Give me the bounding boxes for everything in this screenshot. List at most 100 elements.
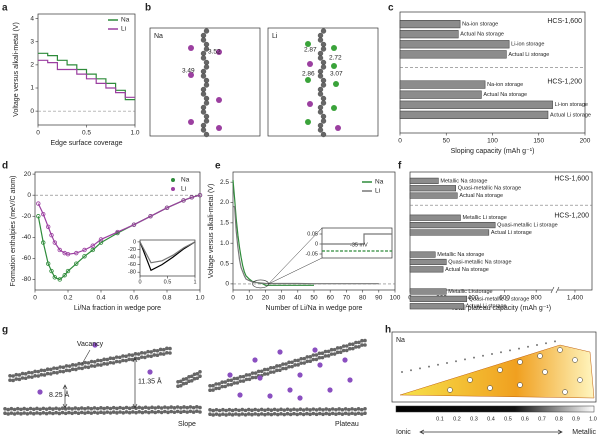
carbon-atom — [244, 373, 249, 377]
bar-label: Metallic Li storage — [448, 289, 492, 295]
plot-frame — [321, 227, 393, 259]
group-label: HCS-1,600 — [554, 175, 589, 182]
carbon-atom — [25, 407, 30, 412]
gap-label: 8.25 Å — [49, 390, 70, 399]
carbon-atom — [232, 381, 237, 385]
carbon-atom — [343, 411, 348, 416]
model-label: Slope — [178, 421, 196, 428]
carbon-atom — [200, 50, 207, 57]
carbon-atom — [158, 347, 163, 352]
y-tick-label: -40 — [128, 255, 136, 261]
carbon-atom — [86, 365, 91, 370]
carbon-atom — [99, 358, 103, 363]
carbon-atom — [317, 68, 324, 75]
carbon-atom — [246, 407, 251, 412]
carbon-atom — [243, 408, 248, 413]
carbon-atom — [298, 407, 303, 412]
carbon-atom — [111, 405, 116, 410]
bar-label: Actual Na storage — [483, 92, 527, 98]
carbon-atom — [149, 350, 153, 354]
x-tick-label: 600 — [499, 295, 510, 302]
carbon-atom — [17, 373, 22, 377]
data-point — [82, 247, 87, 253]
metal-atom — [331, 105, 337, 111]
carbon-atom — [133, 352, 138, 356]
carbon-atom — [326, 349, 331, 354]
bar-label: Metallic Li storage — [462, 215, 506, 221]
site-marker — [517, 359, 523, 365]
carbon-atom — [19, 407, 23, 412]
carbon-atom — [250, 371, 255, 375]
carbon-atom — [15, 411, 20, 415]
carbon-atom — [23, 376, 28, 381]
carbon-atom — [334, 412, 338, 416]
carbon-atom — [76, 411, 81, 416]
carbon-atom — [163, 409, 167, 414]
carbon-atom — [166, 410, 170, 415]
carbon-atom — [320, 59, 327, 66]
carbon-atom — [179, 410, 183, 414]
bar-label: Na-ion storage — [462, 22, 498, 28]
bar — [399, 110, 549, 119]
metal-atom — [277, 349, 283, 355]
carbon-atom — [240, 407, 245, 412]
carbon-atom — [121, 406, 126, 411]
carbon-atom — [259, 369, 264, 374]
carbon-atom — [19, 412, 23, 416]
carbon-atom — [131, 405, 135, 410]
y-tick-label: -40 — [22, 234, 32, 241]
carbon-atom — [256, 408, 261, 413]
carbon-atom — [127, 410, 132, 415]
data-point — [57, 247, 62, 253]
carbon-atom — [250, 412, 254, 417]
x-tick-label: 1 — [193, 279, 196, 285]
carbon-atom — [61, 365, 66, 370]
bar — [409, 177, 439, 184]
panel-label: c — [388, 3, 394, 14]
carbon-atom — [214, 382, 218, 386]
carbon-atom — [301, 412, 306, 417]
carbon-atom — [67, 368, 72, 373]
carbon-atom — [311, 411, 316, 416]
carbon-atom — [240, 412, 245, 416]
data-line — [233, 206, 379, 285]
grid-dot — [455, 360, 457, 363]
carbon-atom — [360, 343, 364, 347]
x-tick-label: 10 — [246, 295, 254, 302]
carbon-atom — [359, 407, 364, 412]
bar — [409, 251, 436, 258]
carbon-atom — [114, 359, 119, 364]
carbon-atom — [92, 364, 97, 368]
carbon-atom — [208, 384, 212, 388]
data-point — [49, 268, 54, 274]
carbon-atom — [320, 95, 327, 102]
carbon-atom — [203, 64, 210, 70]
carbon-atom — [317, 73, 324, 79]
carbon-atom — [301, 408, 306, 412]
carbon-atom — [169, 409, 174, 414]
carbon-atom — [149, 354, 153, 359]
carbon-atom — [363, 343, 367, 347]
x-tick-label: 1.0 — [195, 295, 204, 302]
carbon-atom — [269, 408, 274, 413]
grid-dot — [446, 362, 448, 364]
carbon-atom — [105, 362, 110, 366]
bar-label: Metallic Na storage — [440, 178, 487, 184]
metal-atom — [257, 375, 263, 381]
data-line — [139, 241, 196, 272]
carbon-atom — [299, 356, 303, 361]
carbon-atom — [200, 32, 207, 39]
carbon-atom — [41, 411, 46, 415]
carbon-atom — [275, 368, 279, 373]
carbon-atom — [178, 383, 183, 388]
carbon-atom — [60, 406, 65, 411]
carbon-atom — [314, 408, 319, 412]
carbon-atom — [70, 363, 75, 367]
metal-atom — [327, 387, 333, 393]
carbon-atom — [353, 407, 358, 412]
bar — [399, 80, 486, 89]
legend-label: Na — [121, 17, 130, 24]
legend-label: Na — [375, 179, 384, 186]
gap-arrow — [62, 384, 68, 409]
scale-tick-label: 0.7 — [538, 416, 546, 422]
